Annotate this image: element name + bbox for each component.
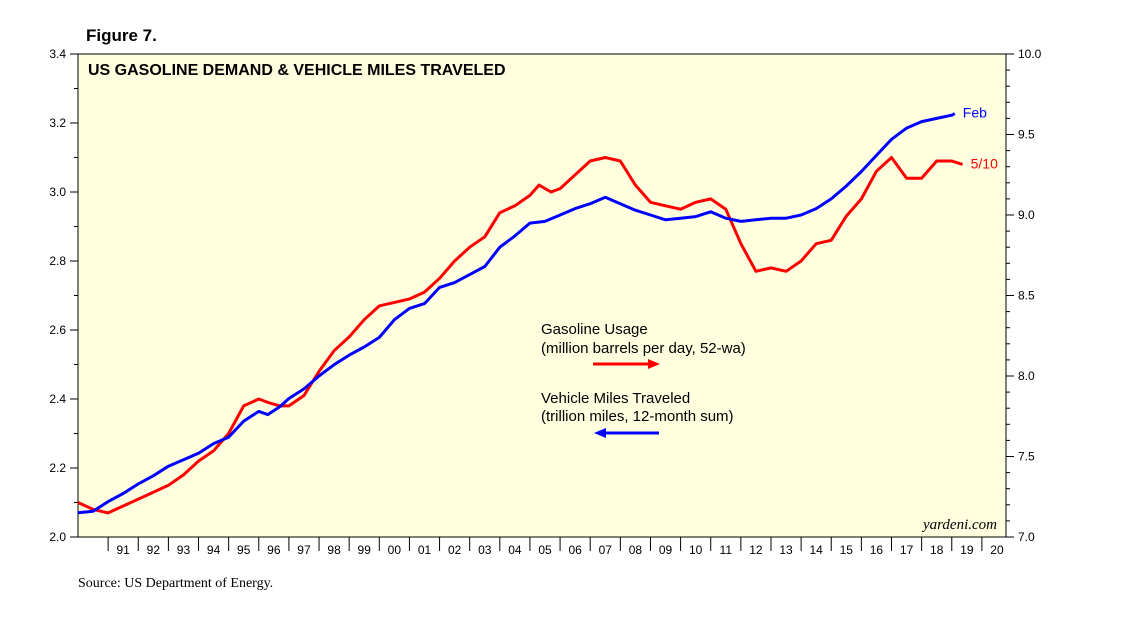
x-tick-label: 11 <box>720 543 733 557</box>
series-end-label-vmt: Feb <box>963 105 987 121</box>
x-tick-label: 15 <box>840 543 854 557</box>
x-axis: 91 92 93 94 95 96 97 98 99 00 01 02 03 04 05 06 07 08 09 10… <box>107 537 1004 557</box>
x-tick-label: 05 <box>538 543 552 557</box>
right-y-tick-label: 8.5 <box>1018 289 1035 303</box>
x-tick-label: 00 <box>388 543 402 557</box>
series-line-vmt <box>77 112 956 515</box>
x-tick-label: 06 <box>568 543 582 557</box>
x-tick-label: 96 <box>267 543 281 557</box>
left-y-tick-label: 2.4 <box>49 392 66 406</box>
legend-gasoline-arrow-icon <box>593 359 660 369</box>
legend-vmt-arrow-icon <box>594 428 659 438</box>
x-tick-label: 04 <box>508 543 522 557</box>
figure-label: Figure 7. <box>86 26 157 45</box>
x-tick-label: 99 <box>358 543 372 557</box>
left-y-tick-label: 3.4 <box>49 47 66 61</box>
x-tick-label: 94 <box>207 543 221 557</box>
right-y-tick-label: 8.0 <box>1018 369 1035 383</box>
legend-gasoline-sublabel: (million barrels per day, 52-wa) <box>541 340 746 357</box>
x-tick-label: 10 <box>689 543 703 557</box>
x-tick-label: 19 <box>960 543 974 557</box>
x-tick-label: 91 <box>117 543 131 557</box>
chart-credit: yardeni.com <box>921 517 997 533</box>
x-tick-label: 16 <box>870 543 884 557</box>
legend-gasoline-label: Gasoline Usage <box>541 321 648 338</box>
plot-background <box>77 53 1007 538</box>
x-tick-label: 98 <box>327 543 341 557</box>
right-y-tick-label: 7.0 <box>1018 530 1035 544</box>
x-tick-label: 18 <box>930 543 944 557</box>
left-y-tick-label: 2.0 <box>49 530 66 544</box>
x-tick-label: 14 <box>810 543 824 557</box>
left-y-tick-label: 3.0 <box>49 185 66 199</box>
left-y-tick-label: 2.2 <box>49 461 66 475</box>
x-tick-label: 08 <box>629 543 643 557</box>
right-y-axis: 7.0 7.5 8.0 8.5 9.0 9.5 10.0 <box>1006 47 1042 544</box>
x-tick-label: 02 <box>448 543 462 557</box>
legend-vmt-label: Vehicle Miles Traveled <box>541 390 690 407</box>
x-tick-label: 97 <box>297 543 311 557</box>
right-y-tick-label: 9.0 <box>1018 208 1035 222</box>
x-tick-label: 09 <box>659 543 673 557</box>
x-tick-label: 07 <box>599 543 613 557</box>
x-tick-label: 20 <box>990 543 1004 557</box>
left-y-tick-label: 3.2 <box>49 116 66 130</box>
x-tick-label: 01 <box>418 543 432 557</box>
x-tick-label: 93 <box>177 543 191 557</box>
x-tick-label: 92 <box>147 543 161 557</box>
left-y-tick-label: 2.6 <box>49 323 66 337</box>
series-layer: 5/10 Feb <box>77 105 998 515</box>
series-line-gasoline <box>77 156 964 515</box>
chart-title: US GASOLINE DEMAND & VEHICLE MILES TRAVE… <box>88 62 506 79</box>
right-y-tick-label: 10.0 <box>1018 47 1042 61</box>
x-tick-label: 12 <box>749 543 763 557</box>
left-y-axis: 2.0 2.2 2.4 2.6 2.8 3.0 3.2 3.4 <box>49 47 78 544</box>
legend-vmt-sublabel: (trillion miles, 12-month sum) <box>541 408 734 425</box>
right-y-tick-label: 7.5 <box>1018 450 1035 464</box>
x-tick-label: 03 <box>478 543 492 557</box>
left-y-tick-label: 2.8 <box>49 254 66 268</box>
x-tick-label: 17 <box>900 543 914 557</box>
source-note: Source: US Department of Energy. <box>78 576 274 591</box>
series-end-label-gasoline: 5/10 <box>971 155 998 171</box>
x-tick-label: 13 <box>779 543 793 557</box>
right-y-tick-label: 9.5 <box>1018 128 1035 142</box>
x-tick-label: 95 <box>237 543 251 557</box>
